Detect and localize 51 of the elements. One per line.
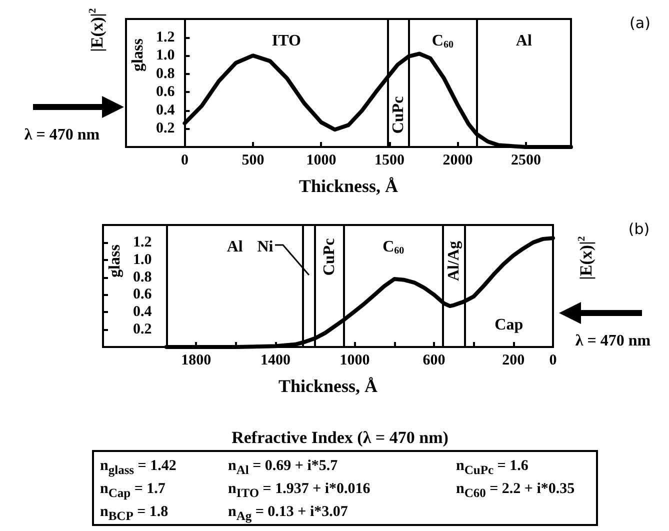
text: (b) [628, 220, 650, 238]
x-tick-label: 0 [180, 152, 188, 168]
text: n$_{Ag}$ = 0.13 + i*3.07 [228, 503, 349, 525]
text: n$_{Cap}$ = 1.7 [100, 480, 166, 502]
text: n$_{C60}$ = 2.2 + i*0.35 [456, 480, 576, 502]
y-tick-label: 0.2 [156, 120, 175, 137]
text: n$_{glass}$ = 1.42 [100, 457, 178, 479]
x-axis-title: Thickness, Å [298, 176, 398, 196]
text: λ = 470 nm [575, 332, 652, 350]
y-tick-label: 0.4 [156, 102, 176, 118]
y-tick-label: 1.2 [133, 234, 152, 250]
y-tick-label: 0.8 [156, 66, 175, 82]
annotation: glass [130, 38, 146, 72]
text: n$_{CuPc}$ = 1.6 [456, 457, 530, 479]
y-axis-title: |E(x)|2 [88, 8, 106, 52]
x-tick-label: 0 [549, 352, 557, 368]
x-tick-label: 200 [502, 352, 525, 368]
x-tick-label: 1000 [306, 152, 336, 168]
text: λ = 470 nm [24, 126, 100, 144]
y-tick-label: 1.0 [156, 48, 175, 64]
x-tick-label: 2500 [510, 152, 541, 168]
annotation: Al/Ag [445, 241, 462, 281]
annotation: Cap [494, 316, 524, 334]
y-tick-label: 0.4 [133, 304, 152, 320]
y-tick-label: 0.8 [133, 269, 152, 286]
x-tick-label: 1800 [181, 352, 212, 368]
annotation: Al [226, 238, 244, 256]
x-tick-label: 2000 [442, 152, 473, 168]
annotation: CuPc [390, 96, 407, 134]
y-tick-label: 0.6 [156, 84, 176, 100]
x-tick-label: 1500 [374, 152, 404, 168]
annotation: Al [516, 32, 532, 50]
text: (a) [630, 14, 650, 32]
x-tick-label: 1000 [340, 352, 370, 368]
x-tick-label: 1400 [260, 352, 290, 368]
annotation: Ni [257, 238, 274, 256]
y-axis-title: |E(x)|2 [576, 236, 596, 280]
x-tick-label: 600 [422, 352, 446, 368]
y-tick-label: 0.2 [133, 322, 152, 338]
y-tick-label: 1.2 [156, 29, 175, 46]
text: Refractive Index (λ = 470 nm) [230, 428, 450, 448]
annotation: ITO [272, 32, 301, 50]
text: n$_{BCP}$ = 1.8 [100, 503, 170, 525]
y-tick-label: 0.6 [133, 286, 152, 303]
annotation: glass [106, 244, 124, 278]
text: n$_{ITO}$ = 1.937 + i*0.016 [228, 480, 372, 502]
text: n$_{Al}$ = 0.69 + i*5.7 [228, 457, 339, 479]
y-tick-label: 1.0 [133, 252, 152, 268]
x-axis-title: Thickness, Å [278, 376, 378, 396]
annotation: CuPc [320, 238, 338, 276]
x-tick-label: 500 [242, 152, 264, 168]
